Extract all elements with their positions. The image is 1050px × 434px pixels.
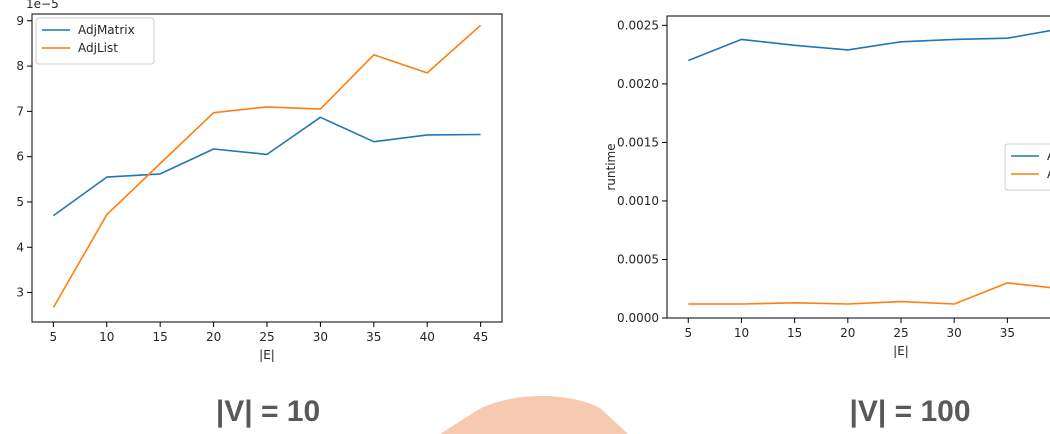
left-legend-label: AdjList bbox=[78, 41, 118, 55]
right-xtick-label: 25 bbox=[893, 326, 908, 340]
right-xtick-label: 5 bbox=[684, 326, 692, 340]
left-offset-text: 1e−5 bbox=[26, 0, 59, 11]
left-ytick-label: 6 bbox=[16, 150, 24, 164]
left-xlabel: |E| bbox=[259, 348, 275, 362]
left-ytick-label: 8 bbox=[16, 59, 24, 73]
left-xtick-label: 10 bbox=[99, 330, 114, 344]
left-xtick-label: 25 bbox=[259, 330, 274, 344]
right-xlabel: |E| bbox=[893, 344, 909, 358]
right-ytick-label: 0.0010 bbox=[617, 194, 659, 208]
caption-v10: |V| = 10 bbox=[215, 395, 321, 428]
left-xtick-label: 15 bbox=[153, 330, 168, 344]
right-ytick-label: 0.0005 bbox=[617, 252, 659, 266]
right-series-line-1 bbox=[688, 29, 1050, 62]
right-xtick-label: 15 bbox=[787, 326, 802, 340]
right-ylabel: runtime bbox=[604, 143, 618, 190]
left-ytick-label: 5 bbox=[16, 195, 24, 209]
left-ytick-label: 9 bbox=[16, 14, 24, 28]
right-ytick-label: 0.0025 bbox=[617, 18, 659, 32]
left-xtick-label: 30 bbox=[313, 330, 328, 344]
right-series-line-2 bbox=[688, 282, 1050, 305]
left-legend: AdjMatrix AdjList bbox=[35, 17, 155, 65]
left-series-line-2 bbox=[52, 24, 482, 308]
left-xtick-label: 45 bbox=[473, 330, 488, 344]
right-legend-label: A bbox=[1047, 167, 1050, 181]
left-series-line-1 bbox=[52, 116, 481, 217]
right-legend-label: A bbox=[1047, 149, 1050, 163]
background-blob bbox=[440, 396, 628, 434]
left-legend-label: AdjMatrix bbox=[78, 23, 135, 37]
left-xtick-label: 5 bbox=[50, 330, 58, 344]
right-xtick-label: 35 bbox=[1000, 326, 1015, 340]
left-xtick-label: 20 bbox=[206, 330, 221, 344]
left-ytick-label: 7 bbox=[16, 104, 24, 118]
right-ytick-label: 0.0000 bbox=[617, 311, 659, 325]
right-xtick-label: 30 bbox=[947, 326, 962, 340]
left-ytick-label: 3 bbox=[16, 286, 24, 300]
right-xtick-label: 20 bbox=[840, 326, 855, 340]
right-xtick-label: 10 bbox=[734, 326, 749, 340]
left-xtick-label: 40 bbox=[420, 330, 435, 344]
chart-left: 5 10 15 20 25 30 35 40 453456789|E|1e−5AdjMatrix… bbox=[16, 0, 503, 362]
caption-v100: |V| = 100 bbox=[849, 395, 971, 428]
right-legend-box bbox=[1004, 143, 1050, 191]
left-ytick-label: 4 bbox=[16, 240, 24, 254]
right-ytick-label: 0.0015 bbox=[617, 135, 659, 149]
chart-right: 510152025303540450.00000.00050.00100.001… bbox=[604, 15, 1050, 358]
right-axes-frame bbox=[666, 15, 1050, 319]
right-ytick-label: 0.0020 bbox=[617, 77, 659, 91]
right-legend: AA bbox=[1004, 143, 1050, 191]
left-xtick-label: 35 bbox=[366, 330, 381, 344]
